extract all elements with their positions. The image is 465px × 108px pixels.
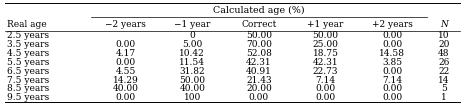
Text: 5.5 years: 5.5 years bbox=[7, 58, 49, 67]
Text: 2.5 years: 2.5 years bbox=[7, 31, 49, 40]
Text: 0.00: 0.00 bbox=[115, 93, 136, 102]
Text: 48: 48 bbox=[438, 49, 450, 58]
Text: 8.5 years: 8.5 years bbox=[7, 84, 49, 93]
Text: 14.58: 14.58 bbox=[379, 49, 405, 58]
Text: 20: 20 bbox=[438, 40, 449, 49]
Text: 42.31: 42.31 bbox=[313, 58, 339, 67]
Text: 10.42: 10.42 bbox=[179, 49, 205, 58]
Text: 6.5 years: 6.5 years bbox=[7, 67, 49, 76]
Text: 5.00: 5.00 bbox=[182, 40, 202, 49]
Text: 0.00: 0.00 bbox=[115, 40, 136, 49]
Text: 70.00: 70.00 bbox=[246, 40, 272, 49]
Text: 3.5 years: 3.5 years bbox=[7, 40, 49, 49]
Text: 7.14: 7.14 bbox=[382, 75, 402, 85]
Text: 0.00: 0.00 bbox=[115, 58, 136, 67]
Text: 40.00: 40.00 bbox=[113, 84, 139, 93]
Text: 0.00: 0.00 bbox=[382, 67, 402, 76]
Text: 7.5 years: 7.5 years bbox=[7, 75, 49, 85]
Text: 7.14: 7.14 bbox=[316, 75, 336, 85]
Text: 50.00: 50.00 bbox=[179, 75, 205, 85]
Text: 5: 5 bbox=[441, 84, 446, 93]
Text: Calculated age (%): Calculated age (%) bbox=[213, 6, 305, 15]
Text: 1: 1 bbox=[441, 93, 446, 102]
Text: 42.31: 42.31 bbox=[246, 58, 272, 67]
Text: 40.91: 40.91 bbox=[246, 67, 272, 76]
Text: N: N bbox=[440, 20, 448, 29]
Text: 18.75: 18.75 bbox=[312, 49, 339, 58]
Text: 4.55: 4.55 bbox=[115, 67, 136, 76]
Text: 26: 26 bbox=[438, 58, 449, 67]
Text: 9.5 years: 9.5 years bbox=[7, 93, 49, 102]
Text: 22.73: 22.73 bbox=[313, 67, 339, 76]
Text: 22: 22 bbox=[438, 67, 449, 76]
Text: 0.00: 0.00 bbox=[382, 40, 402, 49]
Text: Real age: Real age bbox=[7, 20, 47, 29]
Text: 0.00: 0.00 bbox=[249, 93, 269, 102]
Text: 50.00: 50.00 bbox=[246, 31, 272, 40]
Text: 0.00: 0.00 bbox=[316, 84, 336, 93]
Text: 14.29: 14.29 bbox=[113, 75, 139, 85]
Text: Correct: Correct bbox=[241, 20, 277, 29]
Text: 40.00: 40.00 bbox=[179, 84, 205, 93]
Text: 14: 14 bbox=[438, 75, 450, 85]
Text: 10: 10 bbox=[438, 31, 450, 40]
Text: 31.82: 31.82 bbox=[179, 67, 205, 76]
Text: +2 years: +2 years bbox=[372, 20, 413, 29]
Text: 4.17: 4.17 bbox=[115, 49, 136, 58]
Text: 52.08: 52.08 bbox=[246, 49, 272, 58]
Text: +1 year: +1 year bbox=[307, 20, 344, 29]
Text: 50.00: 50.00 bbox=[312, 31, 339, 40]
Text: 11.54: 11.54 bbox=[179, 58, 205, 67]
Text: 100: 100 bbox=[184, 93, 201, 102]
Text: 0.00: 0.00 bbox=[316, 93, 336, 102]
Text: 0.00: 0.00 bbox=[382, 31, 402, 40]
Text: 4.5 years: 4.5 years bbox=[7, 49, 49, 58]
Text: 0.00: 0.00 bbox=[382, 84, 402, 93]
Text: 21.43: 21.43 bbox=[246, 75, 272, 85]
Text: 0: 0 bbox=[189, 31, 195, 40]
Text: −2 years: −2 years bbox=[105, 20, 146, 29]
Text: 0.00: 0.00 bbox=[382, 93, 402, 102]
Text: 25.00: 25.00 bbox=[312, 40, 339, 49]
Text: −1 year: −1 year bbox=[174, 20, 210, 29]
Text: 20.00: 20.00 bbox=[246, 84, 272, 93]
Text: 3.85: 3.85 bbox=[382, 58, 402, 67]
